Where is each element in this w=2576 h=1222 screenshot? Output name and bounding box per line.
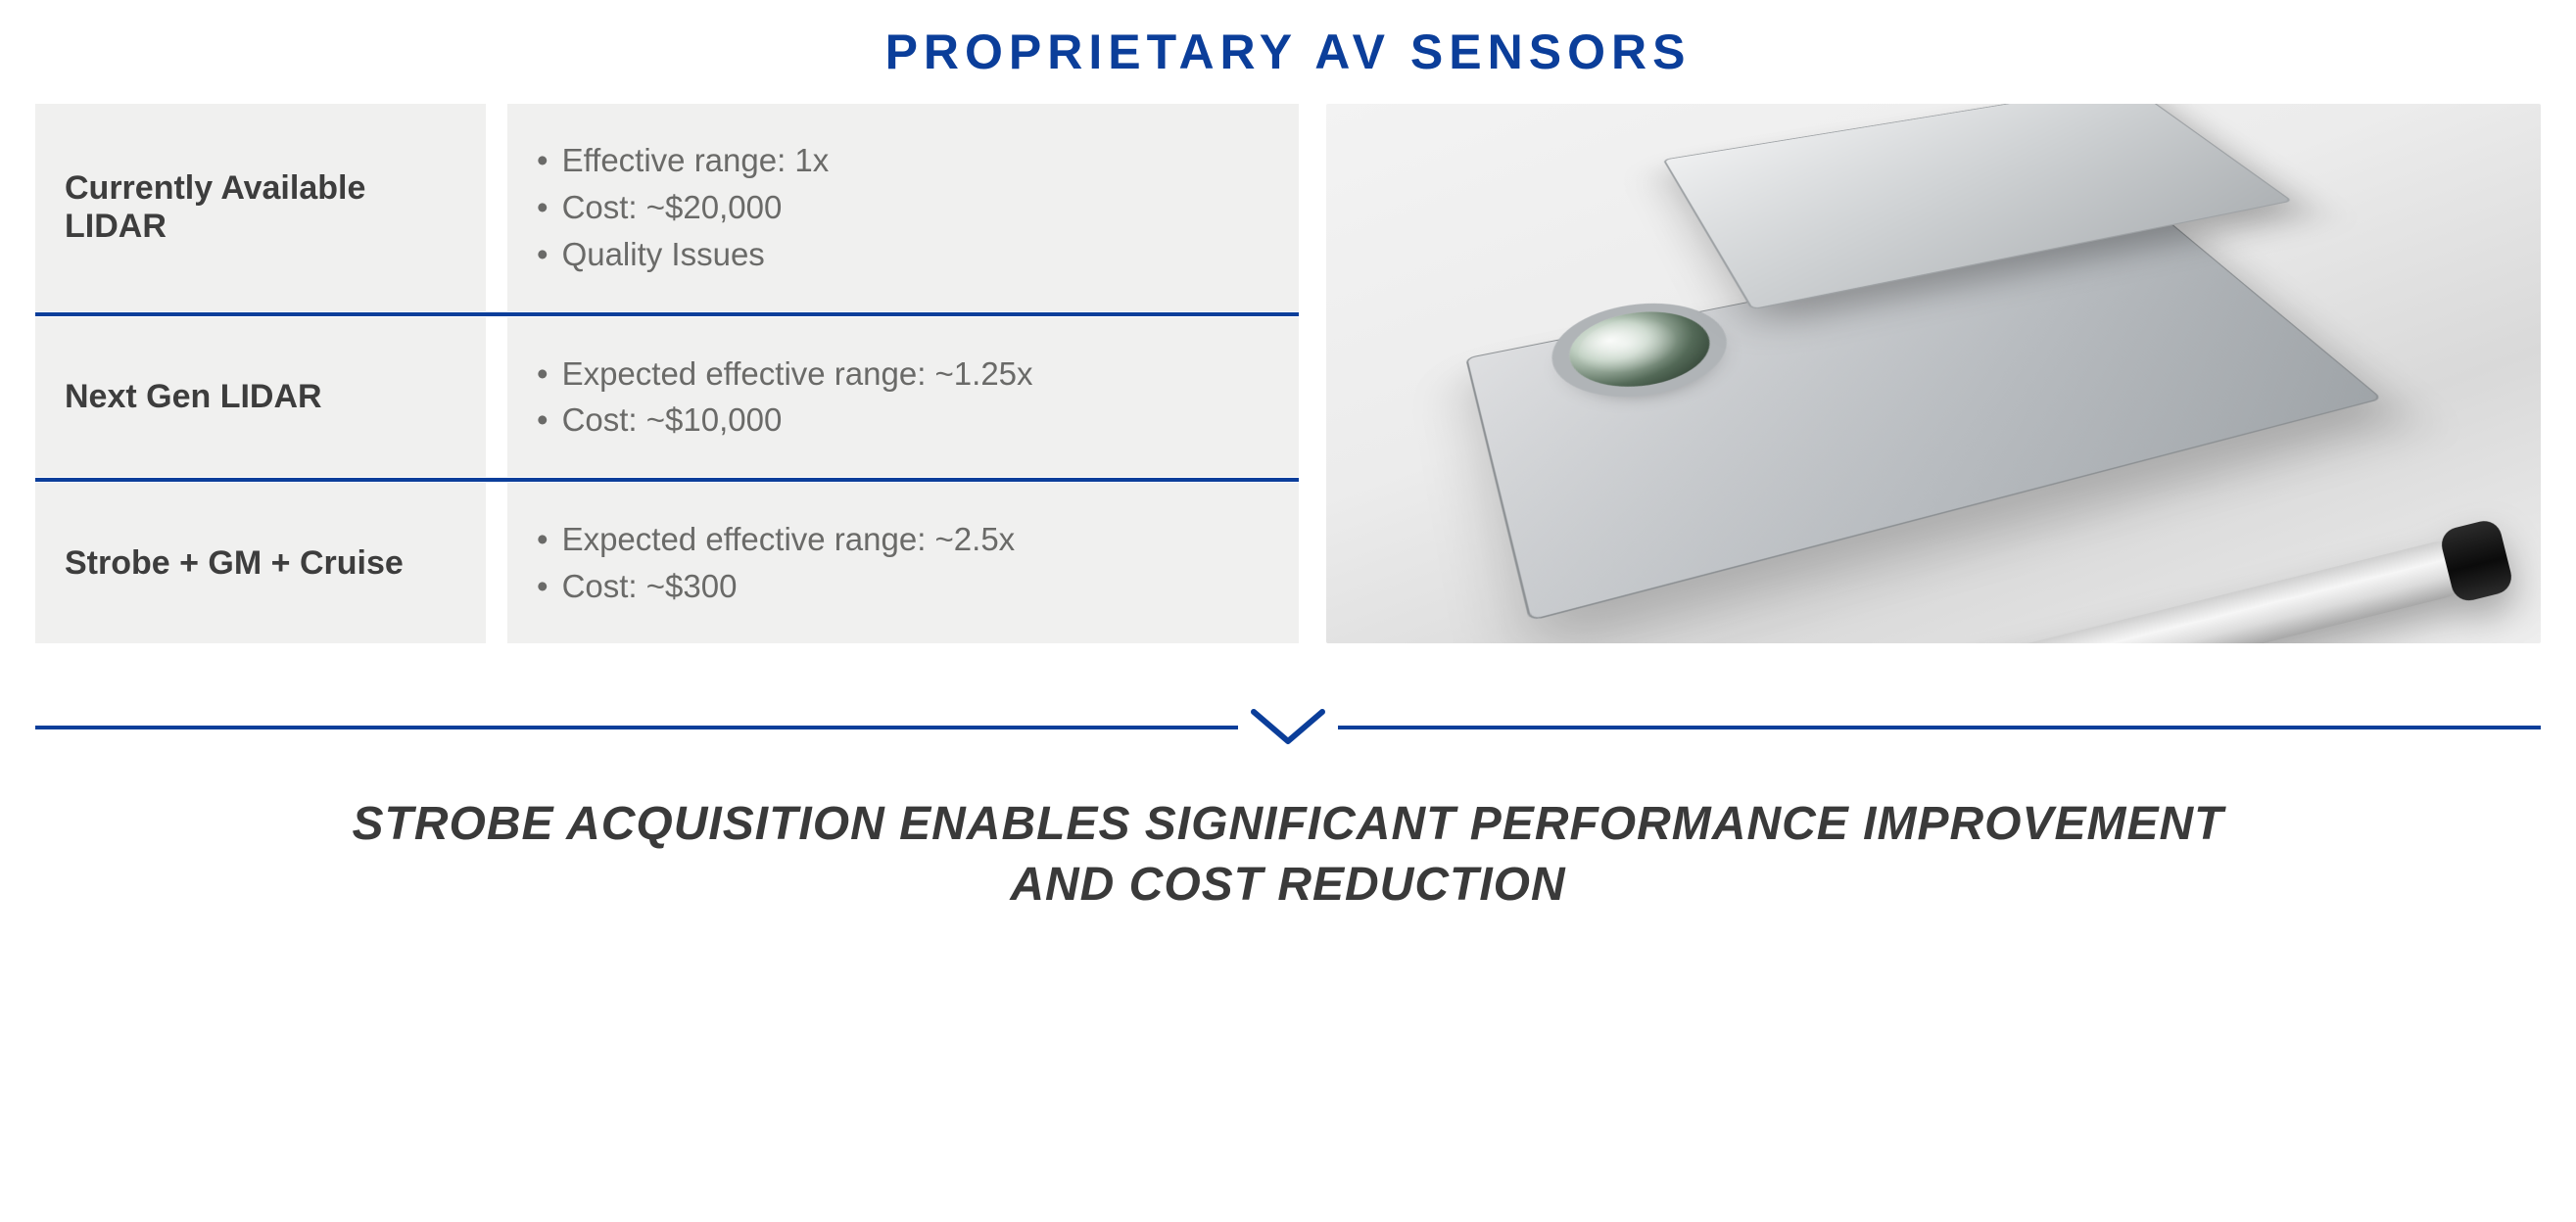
row-bullets: Effective range: 1x Cost: ~$20,000 Quali…: [507, 104, 1299, 311]
row-bullets: Expected effective range: ~1.25x Cost: ~…: [507, 317, 1299, 478]
section-divider: [35, 704, 2541, 751]
row-bullets: Expected effective range: ~2.5x Cost: ~$…: [507, 483, 1299, 643]
bullet: Cost: ~$300: [537, 563, 1269, 610]
footer-line: AND COST REDUCTION: [59, 855, 2517, 916]
lidar-comparison-table: Currently Available LIDAR Effective rang…: [35, 104, 1299, 643]
bullet: Expected effective range: ~1.25x: [537, 351, 1269, 398]
product-image: Sharpie: [1326, 104, 2541, 643]
bullet: Effective range: 1x: [537, 137, 1269, 184]
table-row: Next Gen LIDAR Expected effective range:…: [35, 317, 1299, 478]
table-row: Strobe + GM + Cruise Expected effective …: [35, 483, 1299, 643]
bullet: Expected effective range: ~2.5x: [537, 516, 1269, 563]
row-label: Next Gen LIDAR: [35, 317, 486, 478]
bullet: Cost: ~$10,000: [537, 397, 1269, 444]
page-title: PROPRIETARY AV SENSORS: [0, 0, 2576, 104]
bullet: Cost: ~$20,000: [537, 184, 1269, 231]
content-area: Currently Available LIDAR Effective rang…: [0, 104, 2576, 643]
lidar-device-icon: [1465, 218, 2383, 622]
chevron-down-icon: [1248, 704, 1328, 751]
footer-statement: STROBE ACQUISITION ENABLES SIGNIFICANT P…: [0, 751, 2576, 916]
footer-line: STROBE ACQUISITION ENABLES SIGNIFICANT P…: [59, 794, 2517, 855]
row-label: Currently Available LIDAR: [35, 104, 486, 311]
table-row: Currently Available LIDAR Effective rang…: [35, 104, 1299, 311]
row-label: Strobe + GM + Cruise: [35, 483, 486, 643]
bullet: Quality Issues: [537, 231, 1269, 278]
